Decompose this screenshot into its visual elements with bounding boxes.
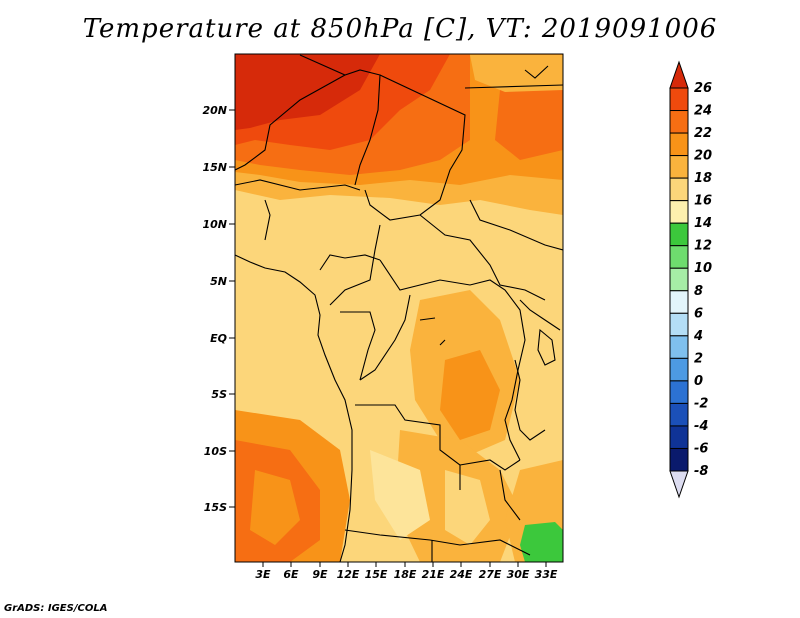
colorbar-label: 16 [694, 194, 712, 209]
lon-label: 9E [312, 568, 328, 581]
colorbar-segment [669, 155, 689, 179]
lon-label: 30E [507, 568, 530, 581]
lon-label: 15E [365, 568, 388, 581]
lat-label: 15N [202, 161, 227, 174]
colorbar-label: 12 [694, 239, 712, 254]
colorbar-segment [669, 335, 689, 359]
lat-label: 10N [202, 218, 227, 231]
lon-label: 21E [422, 568, 445, 581]
colorbar-segment [669, 267, 689, 292]
temperature-field [235, 54, 563, 562]
lon-label: 24E [450, 568, 473, 581]
lat-label: 5S [211, 388, 227, 401]
colorbar-label: -2 [694, 396, 708, 411]
lon-label: 33E [535, 568, 558, 581]
colorbar-label: 0 [694, 374, 703, 389]
map-title: Temperature at 850hPa [C], VT: 201909100… [82, 14, 718, 44]
colorbar-segment [669, 110, 689, 134]
lon-label: 6E [283, 568, 299, 581]
colorbar-label: 24 [694, 104, 712, 119]
lon-label: 12E [337, 568, 360, 581]
colorbar-segment [669, 380, 689, 404]
colorbar-label: 14 [694, 216, 712, 231]
longitude-axis: 3E 6E 9E 12E 15E 18E 21E 24E 27E 30E 33E [255, 562, 558, 581]
colorbar-segment [669, 222, 689, 247]
lon-label: 27E [479, 568, 502, 581]
colorbar-label: -4 [694, 419, 708, 434]
colorbar-max-triangle [669, 60, 689, 89]
colorbar-segment [669, 402, 689, 427]
latitude-axis: 20N 15N 10N 5N EQ 5S 10S 15S [202, 104, 235, 514]
colorbar-label: 6 [694, 306, 703, 321]
colorbar-label: 26 [694, 81, 712, 96]
colorbar-label: 10 [694, 261, 712, 276]
credit-label: GrADS: IGES/COLA [4, 603, 108, 614]
colorbar-segment [669, 447, 689, 472]
lat-label: EQ [210, 332, 227, 345]
map-frame [234, 53, 564, 563]
colorbar-segment [669, 245, 689, 269]
lon-label: 18E [394, 568, 417, 581]
country-borders [235, 54, 563, 562]
colorbar-min-triangle [669, 470, 689, 499]
colorbar-segment [669, 425, 689, 449]
colorbar-label: 2 [694, 351, 703, 366]
colorbar-segment [669, 357, 689, 382]
lat-label: 5N [210, 275, 227, 288]
colorbar-label: 20 [694, 149, 712, 164]
colorbar-segment [669, 200, 689, 224]
colorbar-label: 4 [693, 329, 703, 344]
lon-label: 3E [255, 568, 271, 581]
colorbar-segment [669, 177, 689, 202]
lat-label: 10S [204, 445, 227, 458]
colorbar-label: -6 [694, 441, 708, 456]
colorbar-label: 18 [694, 171, 712, 186]
colorbar-label: 22 [694, 126, 712, 141]
lat-label: 20N [202, 104, 227, 117]
colorbar-label: -8 [694, 464, 708, 479]
lat-label: 15S [204, 501, 227, 514]
colorbar-segment [669, 132, 689, 157]
colorbar-label: 8 [694, 284, 703, 299]
colorbar-segment [669, 312, 689, 337]
colorbar-segment [669, 290, 689, 314]
colorbar-segment [669, 87, 689, 112]
